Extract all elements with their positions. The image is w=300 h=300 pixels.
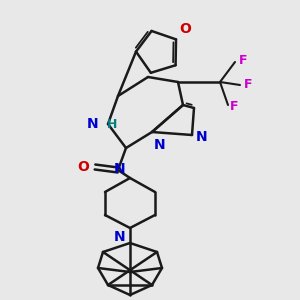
Text: N: N (154, 138, 166, 152)
Text: F: F (230, 100, 238, 113)
Text: H: H (107, 118, 117, 130)
Text: F: F (244, 79, 253, 92)
Text: O: O (179, 22, 191, 36)
Text: F: F (239, 53, 248, 67)
Text: O: O (77, 160, 89, 174)
Text: N: N (113, 230, 125, 244)
Text: N: N (113, 162, 125, 176)
Text: N: N (86, 117, 98, 131)
Text: N: N (196, 130, 208, 144)
